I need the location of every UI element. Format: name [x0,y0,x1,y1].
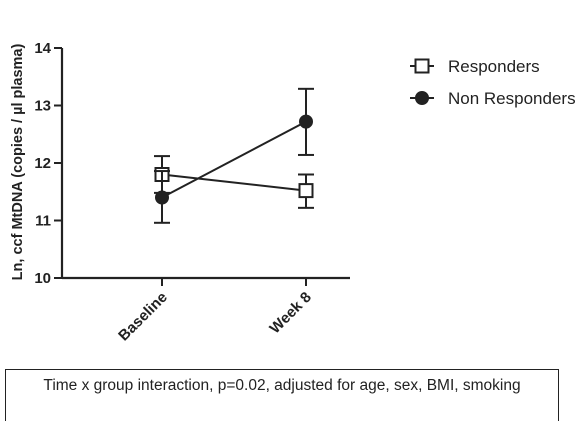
legend: Responders Non Responders [410,57,576,108]
y-tick-label: 14 [34,40,51,57]
series-line [161,173,307,192]
y-tick-label: 13 [34,98,51,115]
x-ticks: Baseline Week 8 [115,278,315,344]
series-line [161,120,307,199]
data-point [298,183,314,199]
data-point [299,114,313,129]
series-0 [154,155,314,209]
legend-label: Responders [448,57,540,76]
y-tick-label: 11 [35,213,51,230]
y-ticks: 10 11 12 13 14 [34,40,62,287]
y-tick-label: 12 [34,155,51,172]
legend-marker [414,58,430,74]
series-1 [154,87,314,224]
y-axis-label: Ln, ccf MtDNA (copies / µl plasma) [10,44,26,281]
x-tick-label: Week 8 [266,289,314,337]
annotation-text: Time x group interaction, p=0.02, adjust… [43,377,521,394]
legend-label: Non Responders [448,89,576,108]
legend-item: Responders [410,57,540,76]
chart: Ln, ccf MtDNA (copies / µl plasma) 10111… [10,40,576,344]
y-tick-label: 10 [34,270,51,287]
data-point [155,190,169,205]
x-tick-label: Baseline [115,289,171,345]
legend-marker [415,91,429,105]
annotation-box: Time x group interaction, p=0.02, adjust… [5,369,559,421]
axes [60,48,350,280]
legend-item: Non Responders [410,89,576,108]
series-group [154,87,314,224]
